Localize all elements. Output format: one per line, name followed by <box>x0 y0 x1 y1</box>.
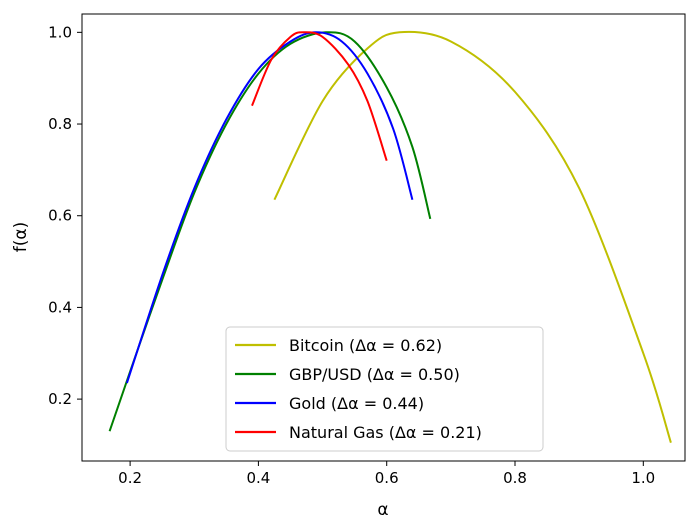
x-axis-label: α <box>377 500 388 520</box>
plot-frame <box>81 13 686 462</box>
y-tick-label: 1.0 <box>48 23 72 41</box>
y-axis-label: f(α) <box>11 222 31 252</box>
x-axis-ticks: 0.2 0.4 0.6 0.8 1.0 <box>118 461 655 487</box>
series-line-2 <box>125 31 414 384</box>
legend-label: GBP/USD (Δα = 0.50) <box>289 365 460 384</box>
series-line-0 <box>273 30 672 443</box>
series-line-3 <box>251 31 388 162</box>
y-axis-ticks: 0.2 0.4 0.6 0.8 1.0 <box>48 23 82 408</box>
legend-box <box>225 326 544 452</box>
y-tick-label: 0.2 <box>48 390 72 408</box>
x-tick-label: 0.6 <box>375 469 399 487</box>
y-tick-label: 0.8 <box>48 115 72 133</box>
x-tick-label: 0.4 <box>246 469 270 487</box>
x-tick-label: 0.2 <box>118 469 142 487</box>
series-lines <box>108 30 672 443</box>
y-tick-label: 0.6 <box>48 207 72 225</box>
x-tick-label: 1.0 <box>631 469 655 487</box>
x-tick-label: 0.8 <box>503 469 527 487</box>
series-line-1 <box>108 31 432 432</box>
legend: Bitcoin (Δα = 0.62) GBP/USD (Δα = 0.50) Go… <box>225 326 544 452</box>
legend-label: Gold (Δα = 0.44) <box>289 394 424 413</box>
legend-label: Bitcoin (Δα = 0.62) <box>289 336 442 355</box>
y-tick-label: 0.4 <box>48 298 72 316</box>
legend-label: Natural Gas (Δα = 0.21) <box>289 423 482 442</box>
